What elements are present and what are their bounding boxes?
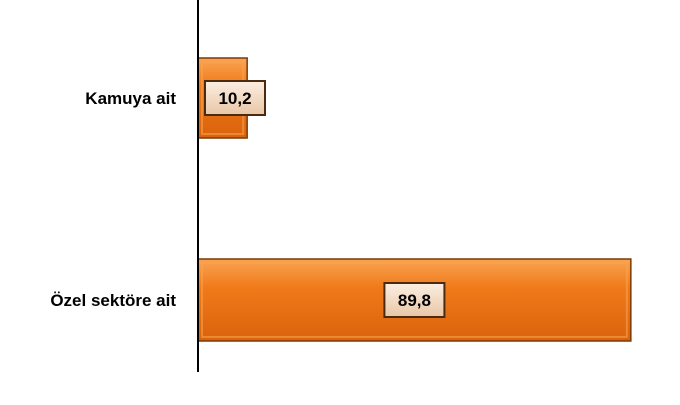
category-label-1: Özel sektöre ait (50, 291, 176, 310)
category-label-0: Kamuya ait (85, 89, 176, 108)
value-label-0: 10,2 (218, 89, 251, 108)
bar-bevel-1 (201, 262, 628, 338)
bars-layer (197, 57, 632, 342)
value-label-1: 89,8 (398, 291, 431, 310)
value-label-box-0 (204, 80, 266, 116)
value-label-box-1 (383, 282, 446, 318)
labels-layer: Kamuya ait 10,2 Özel sektöre ait 89,8 (50, 80, 446, 318)
